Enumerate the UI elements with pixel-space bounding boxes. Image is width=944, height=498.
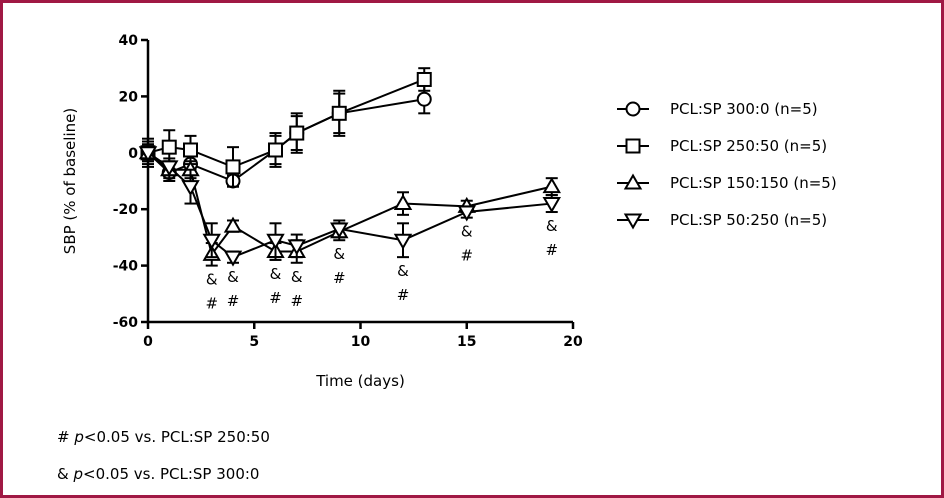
data-point xyxy=(287,239,306,256)
data-point xyxy=(416,91,432,107)
footnote-hash-symbol: # xyxy=(57,428,70,446)
annotation-mark: & xyxy=(461,223,473,241)
plot-area xyxy=(138,67,561,267)
legend-marker xyxy=(623,173,643,190)
footnote-amp-symbol: & xyxy=(57,465,69,483)
footnote-hash-p: p xyxy=(74,428,84,446)
x-tick-label: 15 xyxy=(457,334,476,350)
data-point xyxy=(202,233,221,250)
footnote-amp-text: <0.05 vs. PCL:SP 300:0 xyxy=(83,465,260,483)
x-axis-label: Time (days) xyxy=(315,372,405,390)
data-point xyxy=(223,250,243,267)
data-point xyxy=(393,194,413,211)
footnote-hash: # p<0.05 vs. PCL:SP 250:50 xyxy=(57,428,270,446)
footnote-hash-text: <0.05 vs. PCL:SP 250:50 xyxy=(83,428,270,446)
data-point xyxy=(160,160,179,177)
legend-item-3: PCL:SP 150:150 (n=5) xyxy=(617,173,837,192)
annotation-mark: # xyxy=(227,292,240,310)
y-tick-label: -40 xyxy=(113,259,139,275)
annotation-mark: & xyxy=(333,245,345,263)
data-point xyxy=(289,125,305,141)
data-point xyxy=(542,197,561,214)
annotation-mark: # xyxy=(333,269,346,287)
legend-marker xyxy=(623,213,643,230)
annotation-mark: # xyxy=(397,286,410,304)
legend-marker xyxy=(625,101,641,117)
data-point xyxy=(266,233,285,250)
data-point xyxy=(138,146,158,163)
data-point xyxy=(161,139,177,155)
annotation-mark: # xyxy=(269,289,282,307)
annotation-mark: & xyxy=(546,217,558,235)
legend-item-1: PCL:SP 300:0 (n=5) xyxy=(617,100,818,118)
data-point xyxy=(457,205,476,222)
annotation-mark: & xyxy=(291,268,303,286)
y-tick-label: -60 xyxy=(113,315,139,331)
annotation-mark: # xyxy=(545,241,558,259)
x-tick-label: 20 xyxy=(563,334,583,350)
data-point xyxy=(223,216,243,233)
y-axis-label: SBP (% of baseline) xyxy=(61,108,79,254)
data-point xyxy=(393,233,413,250)
annotation-mark: # xyxy=(205,295,218,313)
legend-label: PCL:SP 150:150 (n=5) xyxy=(670,174,837,192)
data-point xyxy=(330,222,349,239)
annotation-mark: & xyxy=(227,268,239,286)
x-tick-label: 0 xyxy=(143,334,153,350)
x-tick-label: 10 xyxy=(351,334,371,350)
data-point xyxy=(181,180,200,197)
series-3 xyxy=(138,143,561,267)
y-tick-label: 40 xyxy=(119,33,139,49)
y-tick-label: -20 xyxy=(113,202,139,218)
annotation-mark: # xyxy=(460,247,473,265)
footnote-amp: & p<0.05 vs. PCL:SP 300:0 xyxy=(57,465,259,483)
significance-annotations: &#&#&#&#&# &#&#&# xyxy=(205,217,558,313)
legend-item-4: PCL:SP 50:250 (n=5) xyxy=(617,211,827,230)
data-point xyxy=(542,177,561,194)
legend-marker xyxy=(625,138,641,154)
annotation-mark: & xyxy=(397,262,409,280)
data-point xyxy=(225,159,241,175)
data-point xyxy=(268,142,283,158)
data-point xyxy=(416,71,432,87)
legend-item-2: PCL:SP 250:50 (n=5) xyxy=(617,137,827,155)
data-point xyxy=(183,142,198,158)
legend-label: PCL:SP 50:250 (n=5) xyxy=(670,211,827,229)
annotation-mark: # xyxy=(290,292,303,310)
annotation-mark: & xyxy=(270,265,282,283)
legend-label: PCL:SP 250:50 (n=5) xyxy=(670,137,827,155)
legend: PCL:SP 300:0 (n=5) PCL:SP 250:50 (n=5) PCL… xyxy=(617,100,837,230)
y-tick-label: 0 xyxy=(128,146,138,162)
legend-label: PCL:SP 300:0 (n=5) xyxy=(670,100,818,118)
data-point xyxy=(331,105,347,121)
x-tick-label: 5 xyxy=(249,334,259,350)
series-4 xyxy=(138,143,561,267)
annotation-mark: & xyxy=(206,271,218,289)
y-tick-label: 20 xyxy=(119,89,139,105)
footnote-amp-p: p xyxy=(73,465,84,483)
